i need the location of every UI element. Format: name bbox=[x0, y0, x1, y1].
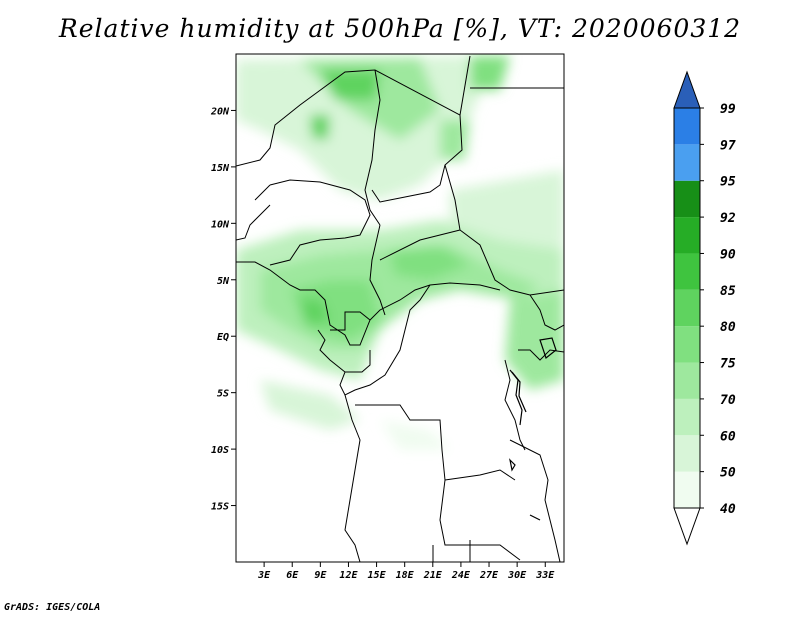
lon-label: 33E bbox=[535, 570, 555, 581]
lon-label: 3E bbox=[257, 570, 271, 581]
lon-label: 30E bbox=[507, 570, 527, 581]
colorbar-segment bbox=[674, 217, 700, 254]
colorbar-label: 92 bbox=[720, 211, 736, 226]
colorbar-top-arrow bbox=[673, 70, 701, 109]
colorbar-label: 90 bbox=[720, 247, 736, 262]
colorbar-label: 97 bbox=[720, 138, 736, 153]
colorbar-label: 50 bbox=[720, 466, 736, 481]
lon-label: 9E bbox=[314, 570, 327, 581]
chart-title: Relative humidity at 500hPa [%], VT: 202… bbox=[58, 14, 742, 43]
lon-label: 18E bbox=[396, 570, 415, 581]
lat-label: 15N bbox=[211, 163, 230, 174]
colorbar-segment bbox=[674, 471, 700, 508]
colorbar-bottom-arrow bbox=[673, 507, 701, 546]
colorbar: 40 50 60 70 75 80 85 90 92 95 97 99 bbox=[673, 70, 736, 546]
lat-label: 10S bbox=[211, 445, 229, 456]
lon-label: 15E bbox=[368, 570, 387, 581]
lakes bbox=[509, 337, 557, 521]
humidity-field bbox=[236, 56, 564, 450]
latitude-axis: 20N 15N 10N 5N EQ 5S 10S 15S bbox=[210, 106, 236, 513]
lon-label: 12E bbox=[339, 570, 358, 581]
lon-label: 27E bbox=[479, 570, 499, 581]
colorbar-label: 70 bbox=[720, 393, 736, 408]
colorbar-label: 95 bbox=[720, 175, 736, 190]
lon-label: 6E bbox=[286, 570, 299, 581]
colorbar-segment bbox=[674, 398, 700, 436]
lat-label: 5N bbox=[217, 276, 230, 287]
lat-label: 5S bbox=[217, 389, 229, 400]
lat-label: 10N bbox=[211, 219, 230, 230]
colorbar-segment bbox=[674, 362, 700, 399]
lat-label: 15S bbox=[211, 502, 229, 513]
colorbar-label: 40 bbox=[720, 502, 736, 517]
lon-label: 24E bbox=[451, 570, 471, 581]
lat-label: 20N bbox=[210, 106, 230, 117]
lat-label: EQ bbox=[217, 332, 229, 343]
colorbar-outline bbox=[673, 107, 701, 509]
colorbar-label: 60 bbox=[720, 429, 736, 444]
colorbar-segment bbox=[674, 326, 700, 363]
country-borders bbox=[236, 55, 564, 562]
colorbar-segment bbox=[674, 253, 700, 290]
colorbar-label: 85 bbox=[720, 284, 736, 299]
colorbar-segment bbox=[674, 108, 700, 145]
colorbar-segment bbox=[674, 180, 700, 218]
colorbar-label: 75 bbox=[720, 357, 736, 372]
colorbar-segment bbox=[674, 435, 700, 472]
colorbar-label: 80 bbox=[720, 320, 736, 335]
colorbar-segment bbox=[674, 144, 700, 181]
colorbar-label: 99 bbox=[720, 102, 736, 117]
map-frame bbox=[235, 53, 565, 563]
lon-label: 21E bbox=[423, 570, 443, 581]
grads-credit: GrADS: IGES/COLA bbox=[4, 602, 101, 613]
colorbar-segment bbox=[674, 289, 700, 327]
longitude-axis: 3E 6E 9E 12E 15E 18E 21E 24E 27E 30E 33E bbox=[257, 562, 555, 581]
